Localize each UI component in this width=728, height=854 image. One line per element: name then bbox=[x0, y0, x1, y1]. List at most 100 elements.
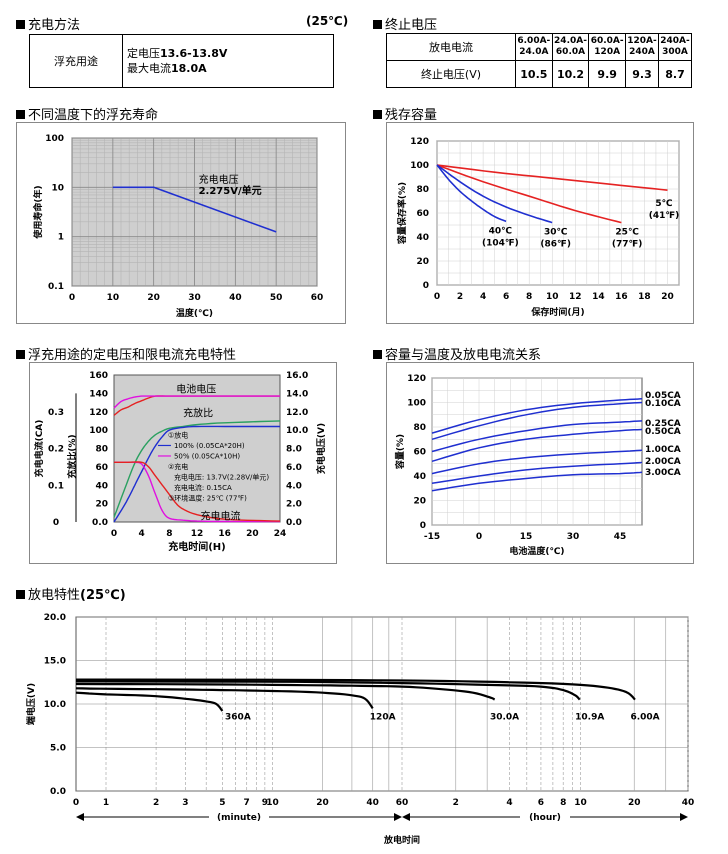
charge-method-table: 浮充用途 定电压13.6-13.8V 最大电流18.0A bbox=[29, 34, 334, 88]
y-tick-label: 1 bbox=[58, 233, 64, 243]
legend-entry: 50% (0.05CA*10H) bbox=[174, 452, 240, 460]
voltage-curve-label: 电池电压 bbox=[176, 383, 216, 396]
charge-method-heading: 充电方法 bbox=[16, 14, 80, 33]
charge-char-chart-frame: 0 4 8 12 16 20 24 0.0 20 40 60 80 100 120 140 160 0.0 2.0… bbox=[29, 362, 337, 564]
x-minute-tick-label: 10 bbox=[266, 798, 279, 808]
x-axis-label: 电池温度(℃) bbox=[509, 545, 564, 557]
y-tick-label: 0 bbox=[423, 281, 429, 291]
x-tick-label: 8 bbox=[526, 292, 532, 302]
current-range-cell: 120A- 240A bbox=[625, 33, 659, 61]
capacity-temp-chart-frame: -15 0 15 30 45 0 20 40 60 80 100 120 0.05CA 0.10CA 0.2… bbox=[386, 362, 694, 564]
y-current-tick-label: 0 bbox=[53, 518, 59, 528]
end-voltage-cell: 10.5 bbox=[515, 60, 553, 88]
storage-chart: 0 2 4 6 8 10 12 14 16 18 20 0 20 40 60 80 100 120 5℃ (41℉) 2… bbox=[396, 137, 680, 318]
x-tick-label: 8 bbox=[166, 529, 172, 539]
series-label: 1.00CA bbox=[645, 445, 681, 455]
end-voltage-cell: 9.9 bbox=[588, 60, 627, 88]
y-right-tick-label: 2.0 bbox=[286, 500, 302, 510]
charge-series-line bbox=[113, 420, 281, 518]
y-tick-label: 100 bbox=[410, 161, 429, 171]
x-tick-label: 45 bbox=[614, 532, 627, 542]
max-current-label: 最大电流 bbox=[127, 62, 171, 75]
storage-chart-frame: 0 2 4 6 8 10 12 14 16 18 20 0 20 40 60 80 100 120 5℃ (41℉) 2… bbox=[386, 122, 694, 324]
float-life-chart: 0 10 20 30 40 50 60 0.1 1 10 100 充电电压2.275V/单元温度(℃)… bbox=[32, 134, 323, 319]
x-tick-label: 30 bbox=[567, 532, 580, 542]
x-tick-label: 6 bbox=[503, 292, 509, 302]
series-label-fahrenheit: (77℉) bbox=[612, 240, 643, 250]
x-tick-label: 20 bbox=[661, 292, 674, 302]
x-hour-tick-label: 8 bbox=[560, 798, 566, 808]
ratio-curve-label: 充放比 bbox=[183, 407, 213, 420]
float-use-label: 浮充用途 bbox=[29, 34, 123, 88]
y-tick-label: 120 bbox=[407, 374, 426, 384]
y-tick-label: 60 bbox=[416, 209, 429, 219]
arrow-head-right bbox=[394, 813, 402, 821]
y-tick-label: 60 bbox=[413, 448, 426, 458]
x-hour-tick-label: 6 bbox=[538, 798, 544, 808]
x-tick-label: -15 bbox=[424, 532, 440, 542]
series-label-fahrenheit: (41℉) bbox=[649, 211, 680, 221]
series-label-celsius: 40℃ bbox=[489, 226, 513, 236]
x-tick-label: 30 bbox=[188, 293, 201, 303]
discharge-current-label: 放电电流 bbox=[386, 33, 516, 61]
unit-label-bg bbox=[520, 810, 570, 824]
x-tick-label: 24 bbox=[274, 529, 287, 539]
x-tick-label: 4 bbox=[139, 529, 145, 539]
x-tick-label: 18 bbox=[638, 292, 651, 302]
y-left-tick-label: 80 bbox=[95, 445, 108, 455]
y-axis-label: 使用寿命(年) bbox=[32, 185, 44, 239]
y-right-tick-label: 6.0 bbox=[286, 463, 302, 473]
x-tick-label: 2 bbox=[457, 292, 463, 302]
y-tick-label: 10.0 bbox=[44, 700, 66, 710]
x-tick-label: 14 bbox=[592, 292, 605, 302]
y-tick-label: 20.0 bbox=[44, 613, 66, 623]
x-axis-label: 放电时间 bbox=[383, 834, 420, 846]
y-axis-label: 端电压(V) bbox=[25, 683, 37, 725]
x-hour-tick-label: 10 bbox=[574, 798, 587, 808]
y-right-tick-label: 10.0 bbox=[286, 426, 308, 436]
y-right-tick-label: 0.0 bbox=[286, 518, 302, 528]
y-tick-label: 80 bbox=[416, 185, 429, 195]
current-range-cell: 240A- 300A bbox=[658, 33, 692, 61]
discharge-heading: 放电特性(25℃) bbox=[16, 584, 126, 603]
end-voltage-cell: 8.7 bbox=[658, 60, 692, 88]
annotation-line1: 充电电压 bbox=[199, 173, 239, 186]
end-voltage-cell: 9.3 bbox=[625, 60, 659, 88]
x-tick-label: 15 bbox=[520, 532, 533, 542]
y-left-tick-label: 100 bbox=[89, 426, 108, 436]
x-hour-tick-label: 20 bbox=[628, 798, 641, 808]
y-left-tick-label: 140 bbox=[89, 389, 108, 399]
x-axis-label: 温度(℃) bbox=[176, 307, 213, 319]
x-hour-tick-label: 4 bbox=[506, 798, 512, 808]
y-tick-label: 100 bbox=[407, 399, 426, 409]
x-tick-label: 0 bbox=[476, 532, 482, 542]
captemp-series-line bbox=[431, 461, 643, 485]
x-minute-tick-label: 2 bbox=[153, 798, 159, 808]
square-bullet-icon bbox=[16, 590, 25, 599]
end-voltage-table: 放电电流 6.00A- 24.0A 24.0A- 60.0A 60.0A- 120A … bbox=[386, 33, 692, 88]
charge-method-values: 定电压13.6-13.8V 最大电流18.0A bbox=[122, 34, 334, 88]
x-hour-tick-label: 40 bbox=[682, 798, 695, 808]
y-current-tick-label: 0.2 bbox=[48, 445, 64, 455]
series-label: 6.00A bbox=[630, 713, 659, 723]
x-minute-tick-label: 3 bbox=[182, 798, 188, 808]
hour-unit-label: (hour) bbox=[529, 813, 561, 823]
x-tick-label: 16 bbox=[218, 529, 231, 539]
x-axis-label: 保存时间(月) bbox=[530, 306, 584, 318]
series-label: 2.00CA bbox=[645, 457, 681, 467]
series-label: 0.05CA bbox=[645, 391, 681, 401]
captemp-series-line bbox=[431, 471, 643, 492]
charge-series-line bbox=[113, 425, 280, 523]
storage-series-line bbox=[436, 164, 553, 224]
legend-entry: ②充电 bbox=[168, 462, 188, 471]
const-voltage-label: 定电压 bbox=[127, 47, 160, 60]
x-minute-tick-label: 9 bbox=[262, 798, 268, 808]
x-minute-tick-label: 7 bbox=[244, 798, 250, 808]
y-tick-label: 15.0 bbox=[44, 657, 66, 667]
end-voltage-heading: 终止电压 bbox=[373, 14, 437, 33]
y-tick-label: 120 bbox=[410, 137, 429, 147]
x-tick-label: 16 bbox=[615, 292, 628, 302]
current-range-cell: 24.0A- 60.0A bbox=[551, 33, 590, 61]
captemp-series-line bbox=[431, 398, 643, 434]
y-right-tick-label: 8.0 bbox=[286, 445, 302, 455]
